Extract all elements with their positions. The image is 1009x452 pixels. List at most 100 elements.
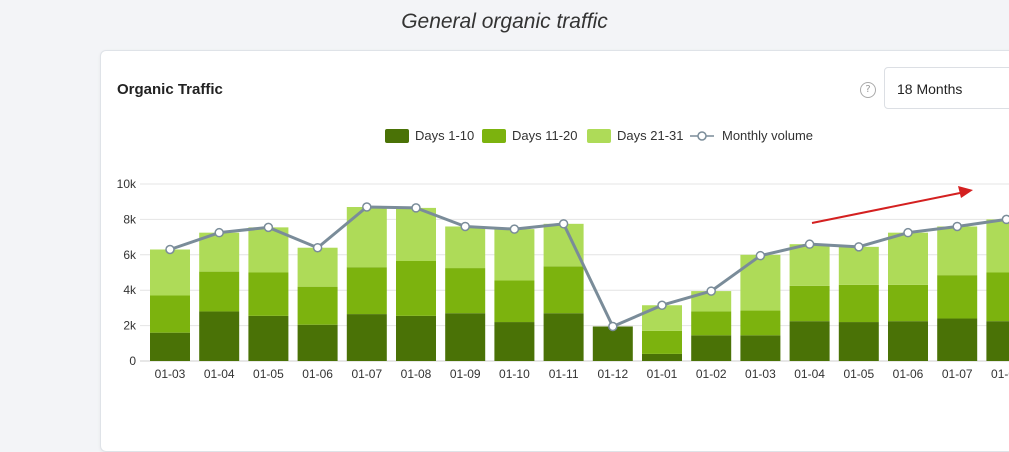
bar-segment[interactable] (199, 232, 240, 272)
bar-segment[interactable] (740, 254, 781, 311)
bar-segment[interactable] (199, 311, 240, 361)
bar-segment[interactable] (838, 246, 879, 285)
x-tick-label: 01-10 (499, 367, 530, 381)
bar-segment[interactable] (346, 267, 387, 315)
line-point[interactable] (657, 300, 667, 310)
bar-segment[interactable] (297, 286, 338, 325)
line-point[interactable] (952, 221, 962, 232)
bar-segment[interactable] (494, 229, 535, 281)
bar-segment[interactable] (789, 285, 830, 322)
bar-segment[interactable] (396, 315, 436, 361)
line-point[interactable] (263, 222, 274, 233)
bar-segment[interactable] (543, 223, 584, 267)
bar-segment[interactable] (937, 226, 978, 276)
line-point[interactable] (460, 221, 470, 232)
bar-segment[interactable] (789, 321, 830, 361)
x-tick-label: 01-05 (843, 367, 874, 381)
line-point[interactable] (362, 202, 372, 212)
x-axis-ticks: 01-03 01-04 01-05 01-06 01-07 01-08 01-09 01-10… (155, 367, 1009, 381)
bar-segment[interactable] (396, 207, 436, 261)
line-point[interactable] (706, 286, 716, 296)
legend-swatch (482, 129, 506, 143)
line-point[interactable] (804, 239, 815, 249)
x-tick-label: 01-07 (942, 367, 973, 381)
bar-segment[interactable] (543, 266, 584, 314)
bar-segment[interactable] (150, 332, 190, 361)
line-point[interactable] (165, 244, 175, 255)
x-tick-label: 01-01 (647, 367, 678, 381)
line-point[interactable] (411, 203, 421, 213)
bar-segment[interactable] (691, 311, 732, 336)
bar-segment[interactable] (789, 244, 830, 286)
line-point[interactable] (214, 227, 224, 238)
line-point[interactable] (903, 227, 913, 238)
x-tick-label: 01-08 (401, 367, 432, 381)
bar-segment[interactable] (150, 295, 190, 333)
bar-segment[interactable] (346, 207, 387, 268)
x-tick-label: 01-02 (696, 367, 727, 381)
legend-label: Days 1-10 (415, 128, 474, 143)
line-point[interactable] (608, 321, 618, 332)
arrow-shaft (811, 192, 961, 224)
legend-label: Monthly volume (722, 128, 813, 143)
period-select[interactable]: 18 Months (884, 67, 1009, 109)
bar-segment[interactable] (494, 280, 535, 323)
bar-segment[interactable] (494, 322, 535, 361)
legend-swatch (385, 129, 409, 143)
y-tick-label: 0 (129, 354, 136, 368)
legend-label: Days 21-31 (617, 128, 683, 143)
x-tick-label: 01-04 (794, 367, 825, 381)
bar-segment[interactable] (297, 324, 338, 361)
bar-segment[interactable] (986, 321, 1009, 361)
line-point[interactable] (854, 242, 864, 252)
trend-arrow (811, 186, 973, 224)
bar-segment[interactable] (445, 313, 486, 361)
bars (150, 207, 1009, 361)
bar-segment[interactable] (248, 227, 289, 273)
bar-segment[interactable] (445, 226, 486, 269)
bar-segment[interactable] (986, 219, 1009, 273)
x-tick-label: 01-03 (155, 367, 186, 381)
y-tick-label: 2k (123, 319, 137, 333)
bar-segment[interactable] (150, 249, 190, 296)
y-axis-ticks: 0 2k 4k 6k 8k 10k (117, 177, 137, 368)
bar-segment[interactable] (642, 353, 682, 361)
bar-segment[interactable] (248, 315, 289, 361)
bar-segment[interactable] (642, 330, 682, 354)
bar-segment[interactable] (986, 272, 1009, 322)
chart-legend: Days 1-10 Days 11-20 Days 21-31 Monthly vol… (385, 128, 813, 143)
bar-segment[interactable] (888, 321, 928, 361)
line-point[interactable] (755, 250, 766, 261)
question-mark-icon[interactable]: ? (860, 82, 876, 98)
y-tick-label: 6k (123, 248, 137, 262)
line-point[interactable] (1001, 214, 1009, 225)
bar-segment[interactable] (937, 318, 978, 361)
bar-segment[interactable] (199, 271, 240, 312)
bar-segment[interactable] (396, 260, 436, 316)
bar-segment[interactable] (346, 314, 387, 361)
x-tick-label: 01-11 (549, 367, 579, 381)
bar-segment[interactable] (838, 284, 879, 323)
line-point[interactable] (509, 224, 520, 234)
x-tick-label: 01-06 (302, 367, 333, 381)
line-point[interactable] (312, 242, 323, 253)
bar-segment[interactable] (592, 326, 633, 361)
bar-segment[interactable] (445, 268, 486, 314)
monthly-volume-line (165, 202, 1009, 332)
bar-segment[interactable] (691, 335, 732, 361)
bar-segment[interactable] (297, 247, 338, 287)
monthly-volume-line (169, 205, 1007, 328)
y-tick-label: 8k (123, 212, 137, 226)
bar-segment[interactable] (888, 284, 928, 322)
bar-segment[interactable] (740, 310, 781, 336)
bar-segment[interactable] (248, 272, 289, 316)
x-tick-label: 01-05 (253, 367, 284, 381)
bar-segment[interactable] (838, 322, 879, 361)
bar-segment[interactable] (888, 232, 928, 285)
bar-segment[interactable] (740, 335, 781, 361)
bar-segment[interactable] (937, 275, 978, 319)
bar-segment[interactable] (691, 291, 732, 312)
bar-segment[interactable] (543, 313, 584, 361)
line-point[interactable] (558, 219, 569, 229)
